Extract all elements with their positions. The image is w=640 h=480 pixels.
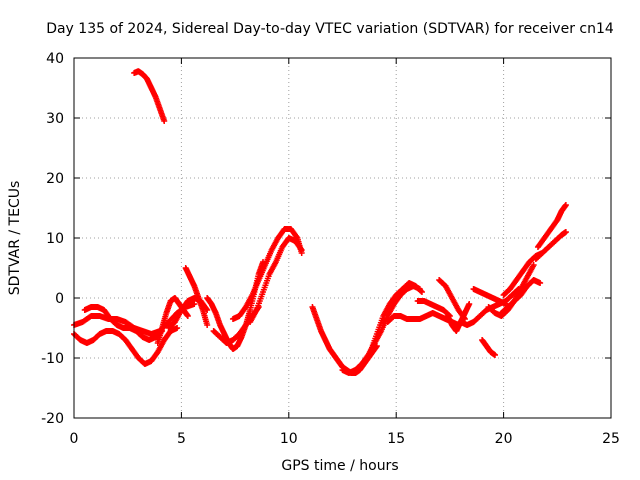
data-point (492, 352, 499, 358)
y-tick-label: -20 (41, 411, 64, 427)
chart-title: Day 135 of 2024, Sidereal Day-to-day VTE… (46, 21, 614, 37)
data-point (466, 301, 473, 307)
series-arc-21 (479, 337, 499, 358)
x-tick-label: 25 (602, 431, 620, 447)
series-arc-3 (81, 304, 166, 343)
series-arc-5 (154, 295, 191, 346)
series-arc-20 (470, 286, 509, 307)
series-arc-18 (444, 301, 473, 334)
x-tick-label: 15 (387, 431, 405, 447)
data-point (298, 247, 305, 253)
series-arc-12 (309, 304, 380, 376)
series-arc-23 (498, 277, 544, 316)
x-axis-label: GPS time / hours (281, 458, 398, 474)
data-points (71, 68, 569, 376)
y-tick-label: 20 (46, 171, 64, 187)
y-tick-label: 30 (46, 111, 64, 127)
data-point (418, 289, 425, 295)
data-point (191, 301, 198, 307)
x-tick-label: 20 (495, 431, 513, 447)
data-point (537, 280, 544, 286)
data-point (562, 229, 569, 235)
y-tick-label: 0 (55, 291, 64, 307)
series-arc-10 (229, 226, 305, 322)
data-point (204, 322, 211, 328)
y-tick-label: 40 (46, 51, 64, 67)
x-tick-label: 0 (70, 431, 79, 447)
axis-ticks: 0 5 10 15 20 25 -20 -10 0 10 20 30 40 (41, 51, 620, 447)
grid-lines (74, 58, 611, 418)
series-arc-26 (534, 202, 569, 250)
data-point (562, 202, 569, 208)
y-axis-label: SDTVAR / TECUs (7, 181, 23, 296)
data-point (161, 118, 168, 124)
series-arc-7 (182, 265, 211, 328)
x-tick-label: 10 (280, 431, 298, 447)
series-arc-14 (367, 280, 425, 355)
series-arc-1 (71, 325, 181, 367)
x-tick-label: 5 (177, 431, 186, 447)
series-arc-25 (532, 229, 569, 262)
y-tick-label: 10 (46, 231, 64, 247)
y-tick-label: -10 (41, 351, 64, 367)
data-point (184, 313, 191, 319)
series-arc-11 (247, 235, 305, 325)
series-arc-4 (131, 68, 168, 124)
data-point (174, 325, 181, 331)
data-point (530, 262, 537, 268)
data-point (297, 245, 304, 252)
